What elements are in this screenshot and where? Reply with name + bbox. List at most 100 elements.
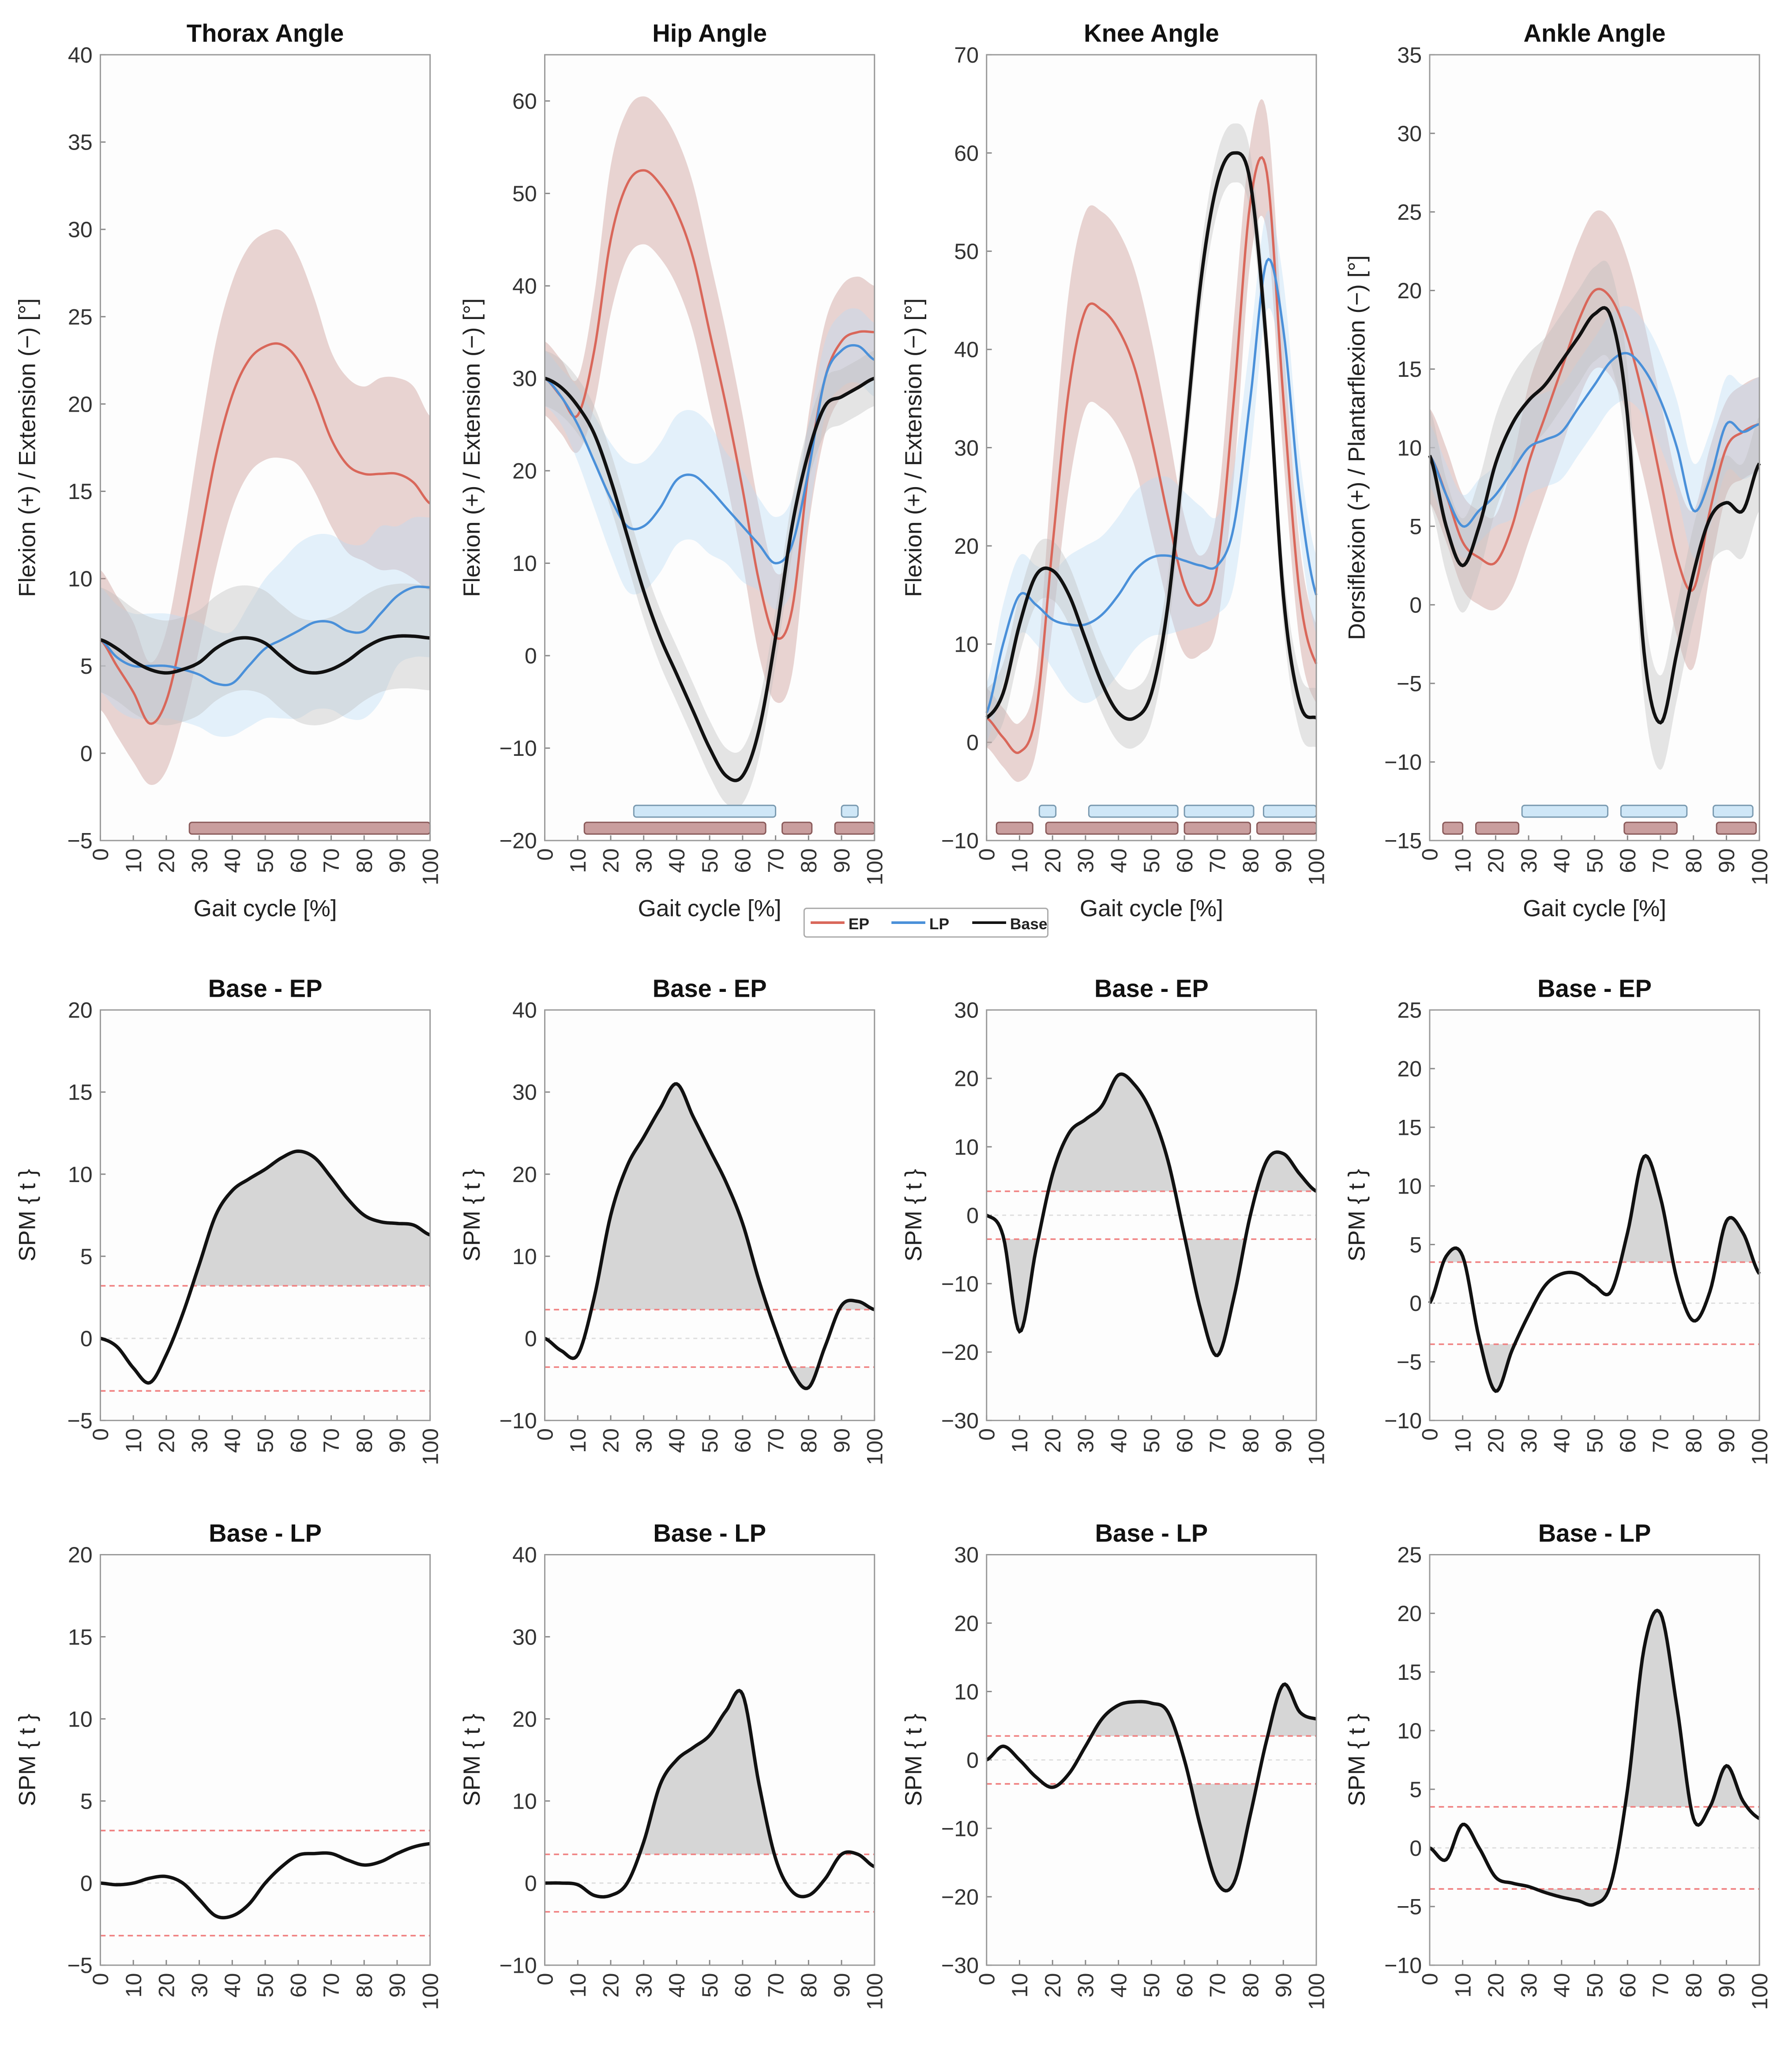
y-tick-label: 25 — [68, 304, 93, 329]
y-tick-label: 5 — [80, 1244, 93, 1269]
significance-bar-EP — [583, 822, 766, 835]
y-tick-label: 10 — [68, 567, 93, 591]
x-tick-label: 20 — [1484, 1973, 1508, 1998]
suprathreshold-area-positive — [986, 1684, 1316, 1736]
x-tick-label: 70 — [763, 1973, 788, 1998]
x-tick-label: 70 — [763, 848, 788, 873]
x-tick-label: 100 — [862, 1428, 887, 1465]
legend-box — [803, 908, 1049, 938]
x-tick-label: 90 — [1271, 1973, 1296, 1998]
band-Base — [100, 583, 430, 725]
x-tick-label: 90 — [385, 1973, 410, 1998]
significance-bar-LP — [1088, 804, 1179, 818]
x-tick-label: 20 — [154, 848, 179, 873]
x-tick-label: 10 — [1450, 1428, 1475, 1453]
subplot-0: Thorax Angle Flexion (+) / Extension (−) … — [15, 19, 443, 922]
x-tick-label: 0 — [974, 848, 999, 861]
x-tick-label: 40 — [1550, 848, 1574, 873]
axes-box — [1429, 1009, 1760, 1421]
axes-box — [544, 1009, 875, 1421]
y-tick-label: 15 — [68, 479, 93, 504]
x-tick-label: 20 — [1484, 848, 1508, 873]
x-tick-label: 100 — [1747, 1973, 1772, 2010]
x-tick-label: 10 — [121, 848, 146, 873]
x-tick-label: 20 — [599, 1973, 624, 1998]
spm-t-curve — [100, 1842, 431, 1920]
spm-t-curve — [1428, 1154, 1761, 1393]
suprathreshold-area-negative — [986, 1239, 1316, 1355]
y-tick-label: 60 — [512, 89, 537, 114]
y-tick-label: 30 — [954, 1543, 979, 1567]
x-tick-label: 70 — [1649, 1428, 1673, 1453]
x-tick-label: 0 — [88, 848, 113, 861]
subplot-title: Ankle Angle — [1523, 19, 1665, 47]
band-Base — [1429, 260, 1760, 770]
x-tick-label: 80 — [1681, 1428, 1706, 1453]
x-tick-label: 80 — [352, 1973, 377, 1998]
line-Base — [544, 376, 875, 782]
x-tick-label: 10 — [121, 1428, 146, 1453]
y-tick-label: 35 — [68, 130, 93, 155]
x-tick-label: 30 — [631, 1428, 656, 1453]
x-tick-label: 100 — [1747, 1428, 1772, 1465]
y-axis-label: SPM { t } — [15, 1714, 41, 1806]
suprathreshold-area-negative — [545, 1367, 875, 1389]
subplot-6: Base - EP SPM { t } −30 −20 −10 0 10 20 30 0 10 20 3… — [901, 974, 1329, 1465]
x-tick-label: 10 — [1007, 1428, 1032, 1453]
y-tick-label: 15 — [1397, 1115, 1422, 1140]
y-tick-label: 30 — [954, 998, 979, 1023]
y-tick-label: 30 — [512, 1080, 537, 1105]
y-tick-label: −20 — [500, 829, 537, 853]
y-axis-label: SPM { t } — [1344, 1714, 1370, 1806]
x-tick-label: 90 — [385, 848, 410, 873]
y-tick-label: 0 — [80, 741, 93, 766]
y-tick-label: 30 — [1397, 121, 1422, 146]
y-tick-label: −30 — [941, 1953, 979, 1978]
y-tick-label: 20 — [1397, 278, 1422, 303]
suprathreshold-area-positive — [986, 1074, 1316, 1191]
y-tick-label: 10 — [68, 1707, 93, 1731]
significance-bar-LP — [1262, 804, 1317, 818]
y-tick-label: −10 — [941, 1272, 979, 1296]
y-tick-label: 0 — [1409, 1836, 1422, 1861]
subplot-11: Base - LP SPM { t } −10 −5 0 5 10 15 20 25 0 10 20 30… — [1344, 1519, 1772, 2010]
axes-box — [986, 1009, 1317, 1421]
x-tick-label: 60 — [1172, 848, 1197, 873]
y-tick-label: 0 — [525, 1871, 537, 1896]
y-tick-label: 10 — [954, 1135, 979, 1160]
y-tick-label: 20 — [1397, 1057, 1422, 1081]
x-tick-label: 90 — [1271, 1428, 1296, 1453]
significance-bar-EP — [781, 822, 813, 835]
y-tick-label: −10 — [1384, 1408, 1422, 1433]
y-tick-label: −10 — [500, 1408, 537, 1433]
subplot-title: Base - EP — [208, 974, 323, 1002]
x-tick-label: 30 — [1074, 848, 1098, 873]
x-tick-label: 0 — [88, 1428, 113, 1441]
x-tick-label: 100 — [418, 848, 443, 886]
x-tick-label: 60 — [1615, 1428, 1640, 1453]
subplot-title: Base - LP — [1095, 1519, 1208, 1547]
y-tick-label: 5 — [1409, 1232, 1422, 1257]
band-LP — [100, 517, 430, 737]
x-tick-label: 60 — [731, 1973, 755, 1998]
x-tick-label: 50 — [1582, 1973, 1607, 1998]
x-tick-label: 10 — [566, 1428, 590, 1453]
subplot-title: Base - LP — [1538, 1519, 1651, 1547]
y-tick-label: 15 — [1397, 1660, 1422, 1685]
axes-box — [986, 54, 1317, 841]
plot-area — [986, 55, 1316, 841]
x-tick-label: 0 — [1418, 1428, 1443, 1441]
y-tick-label: 40 — [512, 998, 537, 1023]
y-tick-label: −20 — [941, 1885, 979, 1910]
y-axis-label: Flexion (+) / Extension (−) [°] — [459, 298, 485, 597]
y-tick-label: 5 — [1409, 1777, 1422, 1802]
y-tick-label: 20 — [68, 998, 93, 1023]
x-tick-label: 70 — [1649, 1973, 1673, 1998]
y-tick-label: 20 — [954, 1611, 979, 1636]
x-tick-label: 70 — [319, 848, 344, 873]
x-tick-label: 20 — [154, 1428, 179, 1453]
x-tick-label: 40 — [1106, 1428, 1131, 1453]
x-tick-label: 100 — [862, 848, 887, 886]
y-tick-label: 20 — [954, 534, 979, 559]
